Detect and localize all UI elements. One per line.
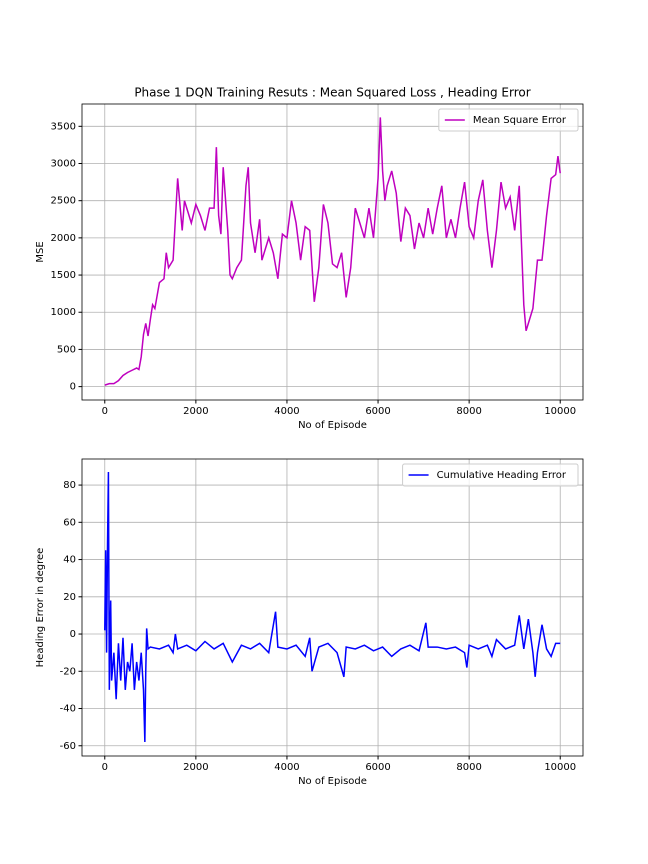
x-tick-label: 10000 <box>544 762 576 773</box>
y-tick-label: -40 <box>60 704 76 715</box>
y-tick-label: 0 <box>70 382 76 393</box>
data-line <box>104 117 561 386</box>
x-tick-label: 6000 <box>365 762 390 773</box>
x-tick-label: 2000 <box>183 762 208 773</box>
legend: Mean Square Error <box>438 108 579 132</box>
axes-frame <box>81 103 584 401</box>
y-tick-label: 500 <box>57 344 76 355</box>
y-tick-label: 40 <box>63 555 76 566</box>
y-tick-label: -60 <box>60 741 76 752</box>
y-tick-label: 2000 <box>51 233 76 244</box>
legend-frame <box>402 463 579 487</box>
axes-frame <box>81 458 584 757</box>
x-tick-label: 0 <box>102 762 108 773</box>
data-line <box>104 472 561 743</box>
legend-label: Mean Square Error <box>473 115 567 126</box>
legend-label: Cumulative Heading Error <box>437 470 567 481</box>
x-tick-label: 4000 <box>274 406 299 417</box>
y-tick-label: 3000 <box>51 158 76 169</box>
legend-frame <box>438 108 579 132</box>
y-tick-label: 60 <box>63 517 76 528</box>
x-axis-label: No of Episode <box>298 776 367 787</box>
y-tick-label: 0 <box>70 629 76 640</box>
y-tick-label: 20 <box>63 592 76 603</box>
x-tick-label: 8000 <box>456 762 481 773</box>
legend: Cumulative Heading Error <box>402 463 579 487</box>
x-tick-label: 6000 <box>365 406 390 417</box>
chart-title: Phase 1 DQN Training Resuts : Mean Squar… <box>134 86 530 100</box>
y-tick-label: 2500 <box>51 196 76 207</box>
plot-area <box>82 459 583 756</box>
y-tick-label: -20 <box>60 666 76 677</box>
y-tick-label: 3500 <box>51 121 76 132</box>
x-axis-label: No of Episode <box>298 420 367 431</box>
x-tick-label: 4000 <box>274 762 299 773</box>
y-axis-label: MSE <box>35 241 46 262</box>
plot-area <box>82 104 583 400</box>
x-tick-label: 8000 <box>456 406 481 417</box>
y-tick-label: 1500 <box>51 270 76 281</box>
x-tick-label: 0 <box>102 406 108 417</box>
x-tick-label: 2000 <box>183 406 208 417</box>
y-tick-label: 1000 <box>51 307 76 318</box>
y-tick-label: 80 <box>63 480 76 491</box>
x-tick-label: 10000 <box>544 406 576 417</box>
y-axis-label: Heading Error in degree <box>35 548 46 668</box>
